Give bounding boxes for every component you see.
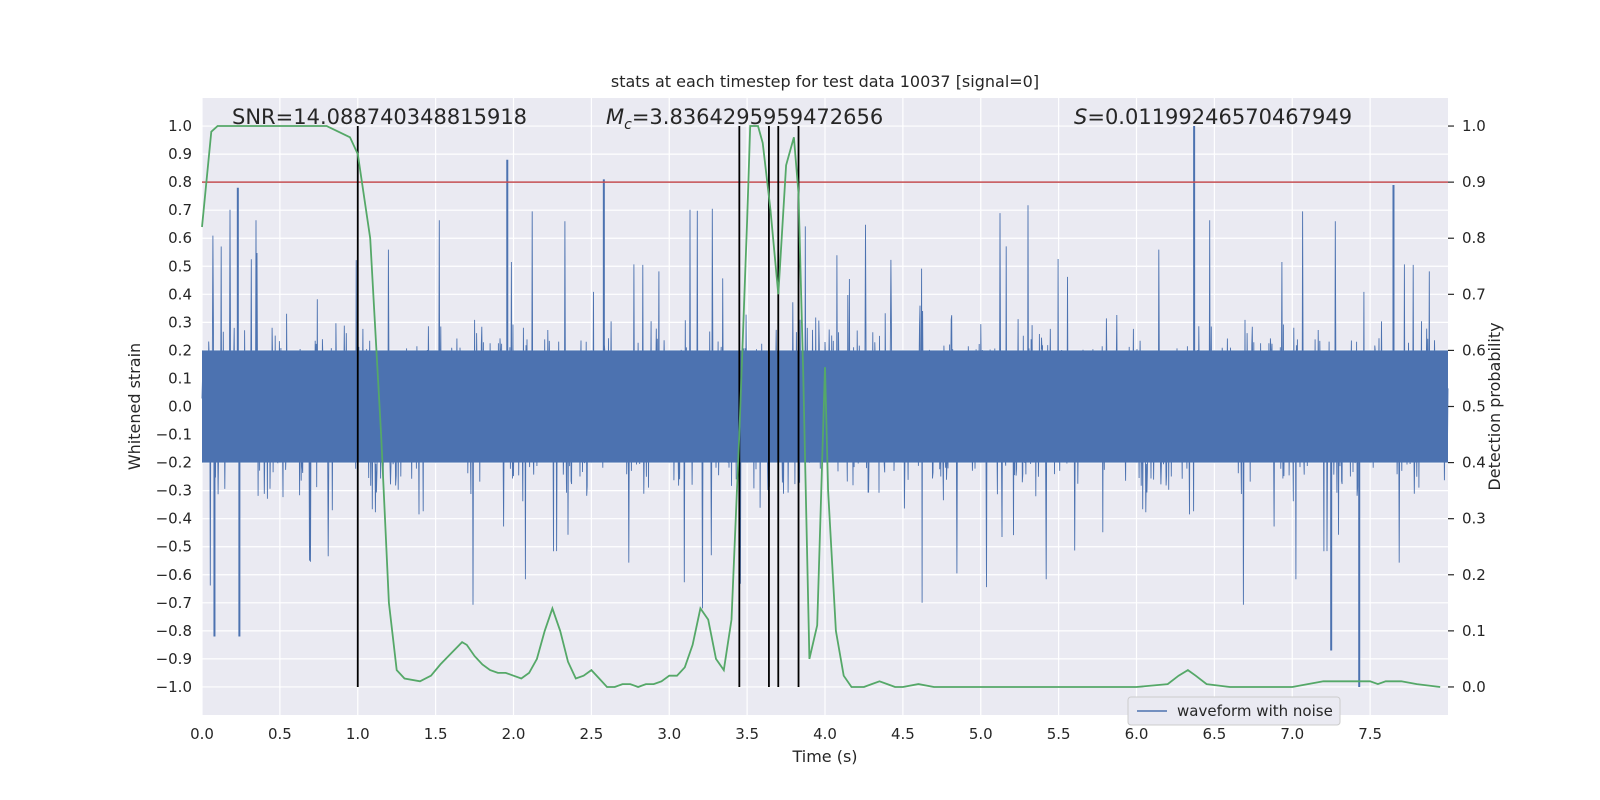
s-value: =0.01199246570467949 [1087,105,1352,129]
legend: waveform with noise [1127,696,1341,726]
y-left-tick-label: 0.8 [168,173,192,191]
chirp-mass-annotation: Mc=3.8364295959472656 [606,105,883,133]
snr-annotation: SNR=14.088740348815918 [232,105,527,129]
legend-label-waveform: waveform with noise [1177,702,1333,720]
y-right-tick-label: 0.1 [1462,622,1486,640]
x-tick-label: 5.0 [969,725,993,743]
y-left-tick-label: −0.3 [156,482,192,500]
x-tick-label: 7.0 [1280,725,1304,743]
y-left-tick-label: −0.7 [156,594,192,612]
x-tick-label: 1.0 [346,725,370,743]
y-left-tick-label: 0.4 [168,285,192,303]
y-right-tick-label: 0.6 [1462,341,1486,359]
y-left-tick-label: 0.9 [168,145,192,163]
y-left-tick-label: 0.6 [168,229,192,247]
x-tick-label: 2.0 [502,725,526,743]
s-annotation: S=0.01199246570467949 [1074,105,1352,129]
probability-line [201,125,1441,688]
y-left-tick-label: 1.0 [168,117,192,135]
y-right-tick-label: 0.9 [1462,173,1486,191]
y-right-tick-label: 0.0 [1462,678,1486,696]
x-axis-label: Time (s) [791,747,857,766]
legend-box [1127,696,1341,726]
x-tick-label: 1.5 [424,725,448,743]
mc-symbol: M [606,105,624,129]
y-axis-label-left: Whitened strain [125,343,144,470]
y-right-tick-label: 0.8 [1462,229,1486,247]
y-left-tick-label: −0.5 [156,538,192,556]
mc-value: =3.8364295959472656 [632,105,883,129]
y-left-tick-label: 0.7 [168,201,192,219]
y-right-tick-label: 1.0 [1462,117,1486,135]
y-right-tick-label: 0.4 [1462,454,1486,472]
x-tick-label: 3.0 [657,725,681,743]
chart-title: stats at each timestep for test data 100… [611,72,1039,91]
s-symbol: S [1074,105,1087,129]
x-tick-label: 0.0 [190,725,214,743]
y-left-tick-label: −0.4 [156,510,192,528]
y-left-tick-label: 0.0 [168,398,192,416]
y-left-tick-label: −0.9 [156,650,192,668]
y-left-tick-label: −0.6 [156,566,192,584]
y-right-tick-label: 0.5 [1462,398,1486,416]
x-tick-label: 7.5 [1358,725,1382,743]
y-right-tick-label: 0.2 [1462,566,1486,584]
mc-subscript: c [624,117,632,133]
x-tick-label: 2.5 [579,725,603,743]
y-left-tick-label: −0.8 [156,622,192,640]
x-tick-label: 4.0 [813,725,837,743]
x-tick-label: 3.5 [735,725,759,743]
y-left-tick-label: 0.1 [168,369,192,387]
y-left-tick-label: 0.2 [168,341,192,359]
y-left-tick-label: 0.5 [168,257,192,275]
x-tick-label: 6.0 [1125,725,1149,743]
y-left-tick-label: 0.3 [168,313,192,331]
y-right-tick-label: 0.3 [1462,510,1486,528]
y-left-tick-label: −1.0 [156,678,192,696]
y-left-tick-label: −0.2 [156,454,192,472]
x-tick-label: 0.5 [268,725,292,743]
ticks: 0.0 0.5 1.0 1.5 2.0 2.5 3.0 3.5 4.0 4.5 5.0 5.5 6.0 6… [156,117,1486,743]
x-tick-label: 6.5 [1202,725,1226,743]
y-axis-label-right: Detection probability [1485,322,1504,490]
x-tick-label: 5.5 [1047,725,1071,743]
y-left-tick-label: −0.1 [156,426,192,444]
y-right-tick-label: 0.7 [1462,285,1486,303]
probability-series [201,125,1441,688]
x-tick-label: 4.5 [891,725,915,743]
